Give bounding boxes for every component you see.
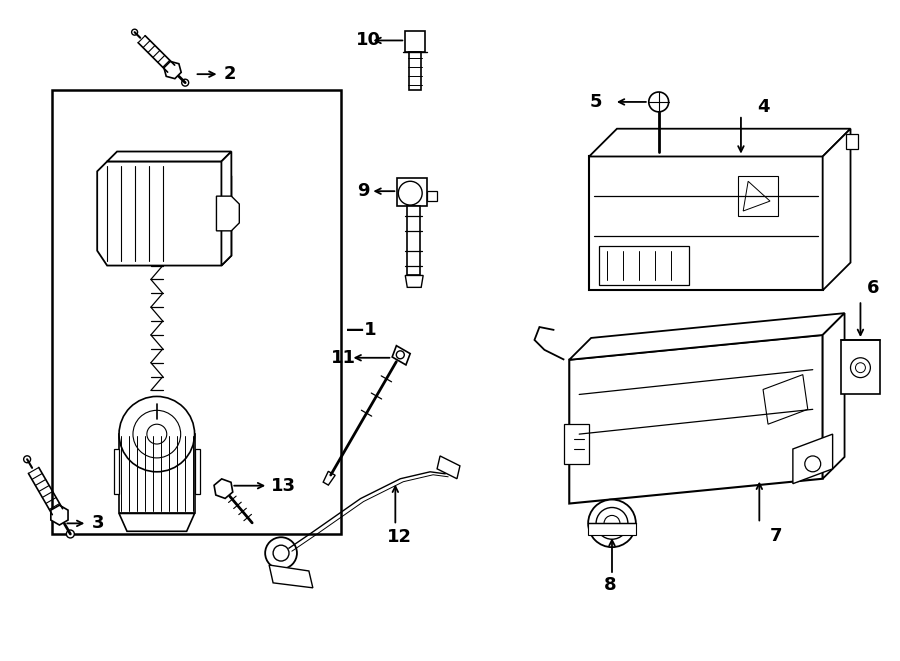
Circle shape bbox=[805, 456, 821, 472]
Polygon shape bbox=[437, 456, 460, 479]
Polygon shape bbox=[214, 479, 233, 498]
Polygon shape bbox=[50, 505, 68, 525]
Polygon shape bbox=[114, 449, 119, 494]
Text: 8: 8 bbox=[604, 576, 617, 594]
Text: 9: 9 bbox=[357, 182, 370, 200]
Bar bbox=[52, 90, 341, 534]
Polygon shape bbox=[823, 313, 844, 479]
Polygon shape bbox=[221, 151, 231, 266]
Polygon shape bbox=[428, 191, 437, 201]
Circle shape bbox=[396, 351, 404, 359]
Text: 12: 12 bbox=[387, 528, 412, 546]
Circle shape bbox=[152, 419, 162, 429]
Circle shape bbox=[649, 92, 669, 112]
Polygon shape bbox=[841, 340, 880, 395]
Circle shape bbox=[131, 29, 138, 35]
Polygon shape bbox=[194, 449, 200, 494]
Circle shape bbox=[273, 545, 289, 561]
Circle shape bbox=[182, 79, 189, 86]
Polygon shape bbox=[570, 335, 823, 504]
Polygon shape bbox=[738, 176, 778, 216]
Text: 6: 6 bbox=[867, 280, 879, 297]
Text: 10: 10 bbox=[356, 32, 381, 50]
Polygon shape bbox=[570, 313, 844, 360]
Polygon shape bbox=[164, 61, 181, 79]
Polygon shape bbox=[392, 346, 410, 365]
Text: 2: 2 bbox=[223, 65, 236, 83]
Text: 5: 5 bbox=[590, 93, 601, 111]
Polygon shape bbox=[793, 434, 832, 484]
Circle shape bbox=[133, 410, 181, 458]
Polygon shape bbox=[107, 151, 231, 161]
Polygon shape bbox=[564, 424, 590, 464]
Polygon shape bbox=[845, 134, 859, 149]
Polygon shape bbox=[590, 129, 850, 157]
Polygon shape bbox=[405, 276, 423, 288]
Circle shape bbox=[399, 181, 422, 205]
Circle shape bbox=[67, 530, 75, 538]
Polygon shape bbox=[269, 565, 313, 588]
Polygon shape bbox=[405, 30, 425, 52]
Polygon shape bbox=[408, 206, 420, 276]
Polygon shape bbox=[97, 161, 231, 266]
Circle shape bbox=[266, 537, 297, 569]
Text: 11: 11 bbox=[330, 349, 356, 367]
Polygon shape bbox=[599, 246, 688, 286]
Circle shape bbox=[596, 508, 628, 539]
Polygon shape bbox=[217, 196, 239, 231]
Text: 4: 4 bbox=[758, 98, 770, 116]
Text: 7: 7 bbox=[770, 527, 782, 545]
Circle shape bbox=[23, 456, 31, 463]
Polygon shape bbox=[763, 375, 808, 424]
Polygon shape bbox=[410, 52, 421, 90]
Polygon shape bbox=[323, 471, 335, 485]
Circle shape bbox=[850, 358, 870, 377]
Text: 3: 3 bbox=[92, 514, 104, 532]
Polygon shape bbox=[823, 129, 850, 290]
Polygon shape bbox=[743, 181, 770, 211]
Circle shape bbox=[588, 500, 635, 547]
Polygon shape bbox=[119, 514, 194, 531]
Polygon shape bbox=[590, 157, 823, 290]
Polygon shape bbox=[397, 178, 427, 206]
Circle shape bbox=[604, 516, 620, 531]
Text: 13: 13 bbox=[271, 477, 296, 494]
Polygon shape bbox=[119, 434, 194, 514]
Polygon shape bbox=[588, 524, 635, 535]
Circle shape bbox=[147, 424, 166, 444]
Circle shape bbox=[856, 363, 866, 373]
Text: —1: —1 bbox=[346, 321, 376, 339]
Circle shape bbox=[119, 397, 194, 472]
